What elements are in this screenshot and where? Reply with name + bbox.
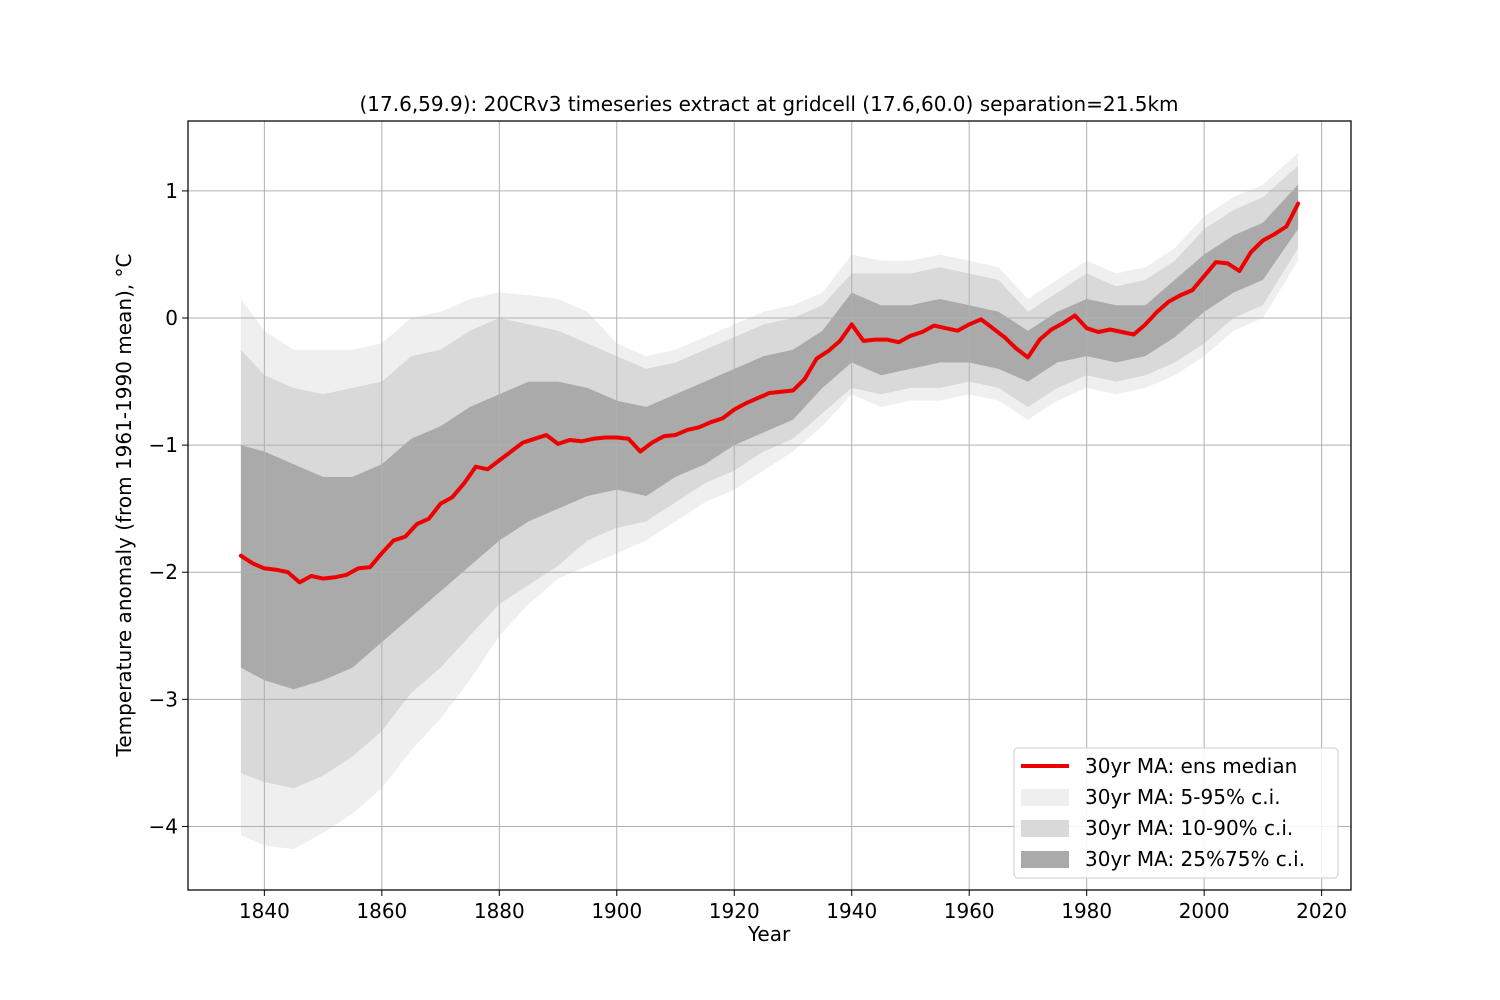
x-axis-label: Year: [747, 922, 791, 946]
legend-label: 30yr MA: ens median: [1085, 754, 1297, 778]
legend-label: 30yr MA: 5-95% c.i.: [1085, 785, 1281, 809]
confidence-bands: [240, 152, 1299, 850]
plot-frame: [187, 120, 1352, 891]
legend: 30yr MA: ens median 30yr MA: 5-95% c.i. 30…: [1013, 747, 1339, 879]
y-tick-label: −4: [149, 814, 178, 838]
y-tick-label: −2: [149, 560, 178, 584]
y-axis-ticks: 1 0 −1 −2 −3 −4: [149, 179, 188, 838]
confidence-band-3: [240, 184, 1299, 690]
legend-swatch: [1021, 820, 1069, 837]
chart-title: (17.6,59.9): 20CRv3 timeseries extract a…: [359, 92, 1178, 116]
y-axis-label: Temperature anomaly (from 1961-1990 mean…: [112, 254, 136, 758]
x-tick-label: 1860: [356, 899, 407, 923]
legend-swatch: [1021, 851, 1069, 868]
x-tick-label: 2020: [1296, 899, 1347, 923]
confidence-band-2: [240, 165, 1299, 789]
legend-label: 30yr MA: 10-90% c.i.: [1085, 816, 1293, 840]
x-axis-ticks: 1840 1860 1880 1900 1920 1940 1960 1980 2000 2020: [239, 890, 1347, 923]
x-tick-label: 1900: [591, 899, 642, 923]
y-tick-label: 0: [165, 306, 178, 330]
median-line: [238, 201, 1301, 585]
x-tick-label: 2000: [1179, 899, 1230, 923]
x-tick-label: 1980: [1061, 899, 1112, 923]
median-series-line: [238, 201, 1301, 585]
x-tick-label: 1940: [826, 899, 877, 923]
y-tick-label: 1: [165, 179, 178, 203]
x-tick-label: 1840: [239, 899, 290, 923]
legend-box: [1013, 747, 1339, 879]
legend-swatch: [1021, 789, 1069, 806]
x-tick-label: 1920: [709, 899, 760, 923]
x-tick-label: 1960: [944, 899, 995, 923]
legend-label: 30yr MA: 25%75% c.i.: [1085, 847, 1305, 871]
y-tick-label: −3: [149, 687, 178, 711]
x-tick-label: 1880: [474, 899, 525, 923]
y-tick-label: −1: [149, 433, 178, 457]
